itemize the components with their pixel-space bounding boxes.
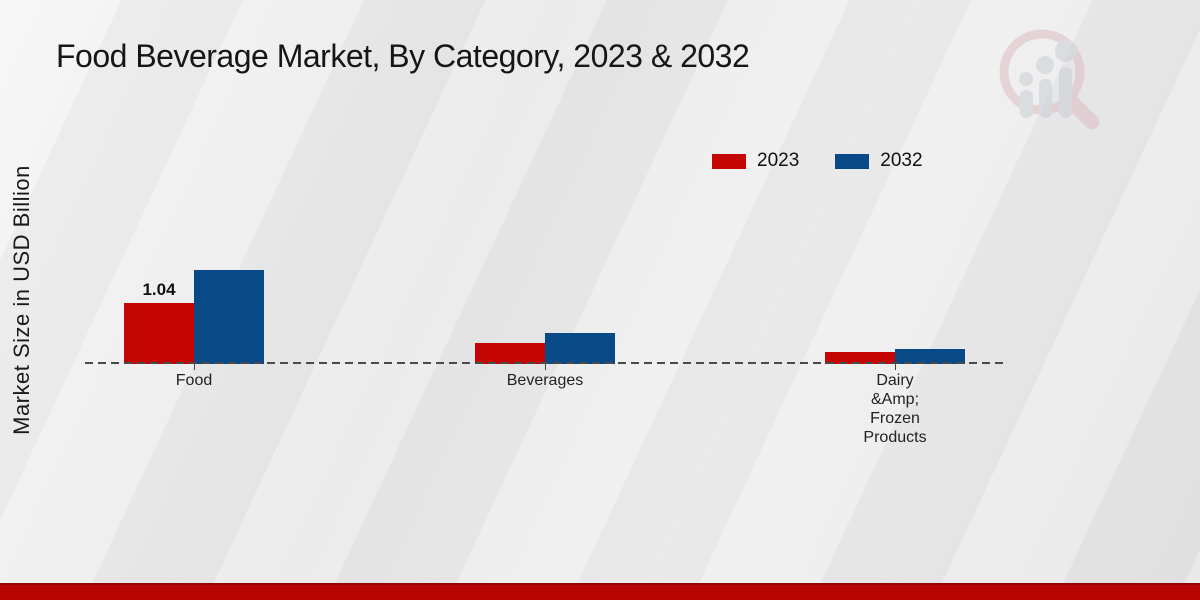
magnifier-bar-chart-logo-watermark xyxy=(999,29,1100,130)
category-label-beverages: Beverages xyxy=(506,372,584,389)
bar-dairy-amp-frozen-products-2023 xyxy=(825,352,895,364)
category-label-dairy-amp-frozen-products: Dairy &Amp; Frozen Products xyxy=(863,372,927,446)
bar-beverages-2023 xyxy=(475,343,545,364)
legend-item-2032: 2032 xyxy=(835,150,923,172)
legend-swatch-2032 xyxy=(835,153,870,169)
bar-value-label: 1.04 xyxy=(142,280,176,299)
x-axis-baseline xyxy=(85,362,1005,364)
footer-accent-band xyxy=(0,583,1200,600)
legend: 2023 2032 xyxy=(712,150,923,172)
bar-food-2023 xyxy=(124,303,194,364)
magnifier-handle xyxy=(1062,92,1100,130)
x-axis-tick-beverages xyxy=(545,364,546,370)
chart-title: Food Beverage Market, By Category, 2023 … xyxy=(56,38,750,74)
legend-item-2023: 2023 xyxy=(712,150,799,172)
x-axis-tick-dairy-amp-frozen-products xyxy=(895,364,896,370)
bar-food-2032 xyxy=(194,270,264,364)
growth-bars-icon xyxy=(1019,40,1077,118)
legend-label-2023: 2023 xyxy=(757,150,800,171)
bar-dairy-amp-frozen-products-2032 xyxy=(895,349,965,364)
legend-swatch-2023 xyxy=(712,153,746,169)
category-label-food: Food xyxy=(175,372,213,389)
x-axis-tick-food xyxy=(194,364,195,370)
bar-beverages-2032 xyxy=(545,333,615,364)
legend-label-2032: 2032 xyxy=(880,150,923,171)
